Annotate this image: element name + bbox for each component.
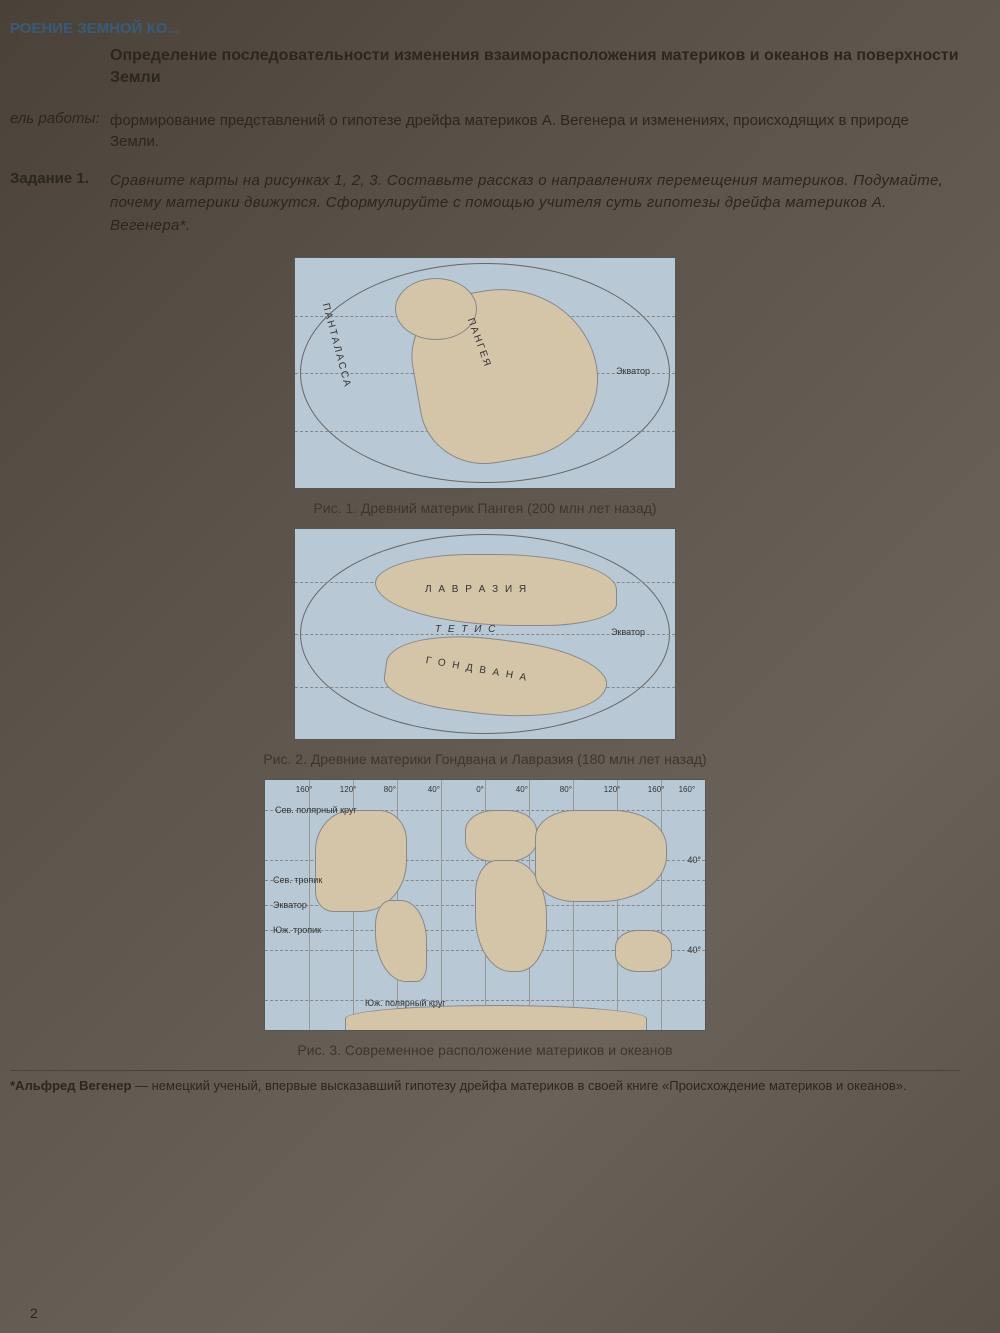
lon-label: 0°	[476, 785, 484, 794]
equator-label: Экватор	[616, 366, 650, 376]
lat-40n: 40°	[687, 855, 701, 865]
lon-label: 160°	[679, 785, 696, 794]
goal-row: ель работы: формирование представлений о…	[10, 110, 960, 152]
lat-40s: 40°	[687, 945, 701, 955]
task-row: Задание 1. Сравните карты на рисунках 1,…	[10, 170, 960, 238]
section-title: Определение последовательности изменения…	[110, 45, 960, 90]
antarctic-circle-label: Юж. полярный круг	[365, 998, 446, 1008]
arctic-circle-label: Сев. полярный круг	[275, 805, 357, 815]
goal-label: ель работы:	[10, 110, 110, 152]
footnote-divider	[10, 1070, 960, 1077]
lon-label: 120°	[604, 785, 621, 794]
chapter-header-partial: РОЕНИЕ ЗЕМНОЙ КО...	[10, 20, 960, 37]
lon-label: 40°	[428, 785, 440, 794]
figure-2: Л А В Р А З И Я Т Е Т И С Г О Н Д В А Н …	[10, 528, 960, 767]
map-gondwana-laurasia: Л А В Р А З И Я Т Е Т И С Г О Н Д В А Н …	[294, 528, 676, 740]
lon-label: 160°	[648, 785, 665, 794]
map-modern: Сев. полярный круг Сев. тропик Экватор Ю…	[264, 779, 706, 1031]
figure-2-caption: Рис. 2. Древние материки Гондвана и Лавр…	[10, 751, 960, 767]
equator-label-2: Экватор	[611, 627, 645, 637]
n-tropic-label: Сев. тропик	[273, 875, 322, 885]
footnote: *Альфред Вегенер — немецкий ученый, впер…	[10, 1077, 960, 1095]
lon-label: 160°	[296, 785, 313, 794]
figure-3-caption: Рис. 3. Современное расположение материк…	[10, 1042, 960, 1058]
tethys-label: Т Е Т И С	[435, 624, 497, 635]
equator-label-3: Экватор	[273, 900, 307, 910]
lon-label: 80°	[384, 785, 396, 794]
page-number: 2	[30, 1305, 38, 1321]
s-tropic-label: Юж. тропик	[273, 925, 321, 935]
figure-1: ПАНТАЛАССА ПАНГЕЯ Экватор Рис. 1. Древни…	[10, 257, 960, 516]
figure-1-caption: Рис. 1. Древний материк Пангея (200 млн …	[10, 500, 960, 516]
task-label: Задание 1.	[10, 170, 110, 238]
task-text: Сравните карты на рисунках 1, 2, 3. Сост…	[110, 170, 960, 238]
lon-label: 120°	[340, 785, 357, 794]
figure-3: Сев. полярный круг Сев. тропик Экватор Ю…	[10, 779, 960, 1058]
laurasia-label: Л А В Р А З И Я	[425, 584, 528, 595]
lon-label: 80°	[560, 785, 572, 794]
lon-label: 40°	[516, 785, 528, 794]
goal-text: формирование представлений о гипотезе др…	[110, 110, 960, 152]
footnote-text: — немецкий ученый, впервые высказавший г…	[131, 1078, 906, 1093]
footnote-bold: *Альфред Вегенер	[10, 1078, 131, 1093]
map-pangaea: ПАНТАЛАССА ПАНГЕЯ Экватор	[294, 257, 676, 489]
